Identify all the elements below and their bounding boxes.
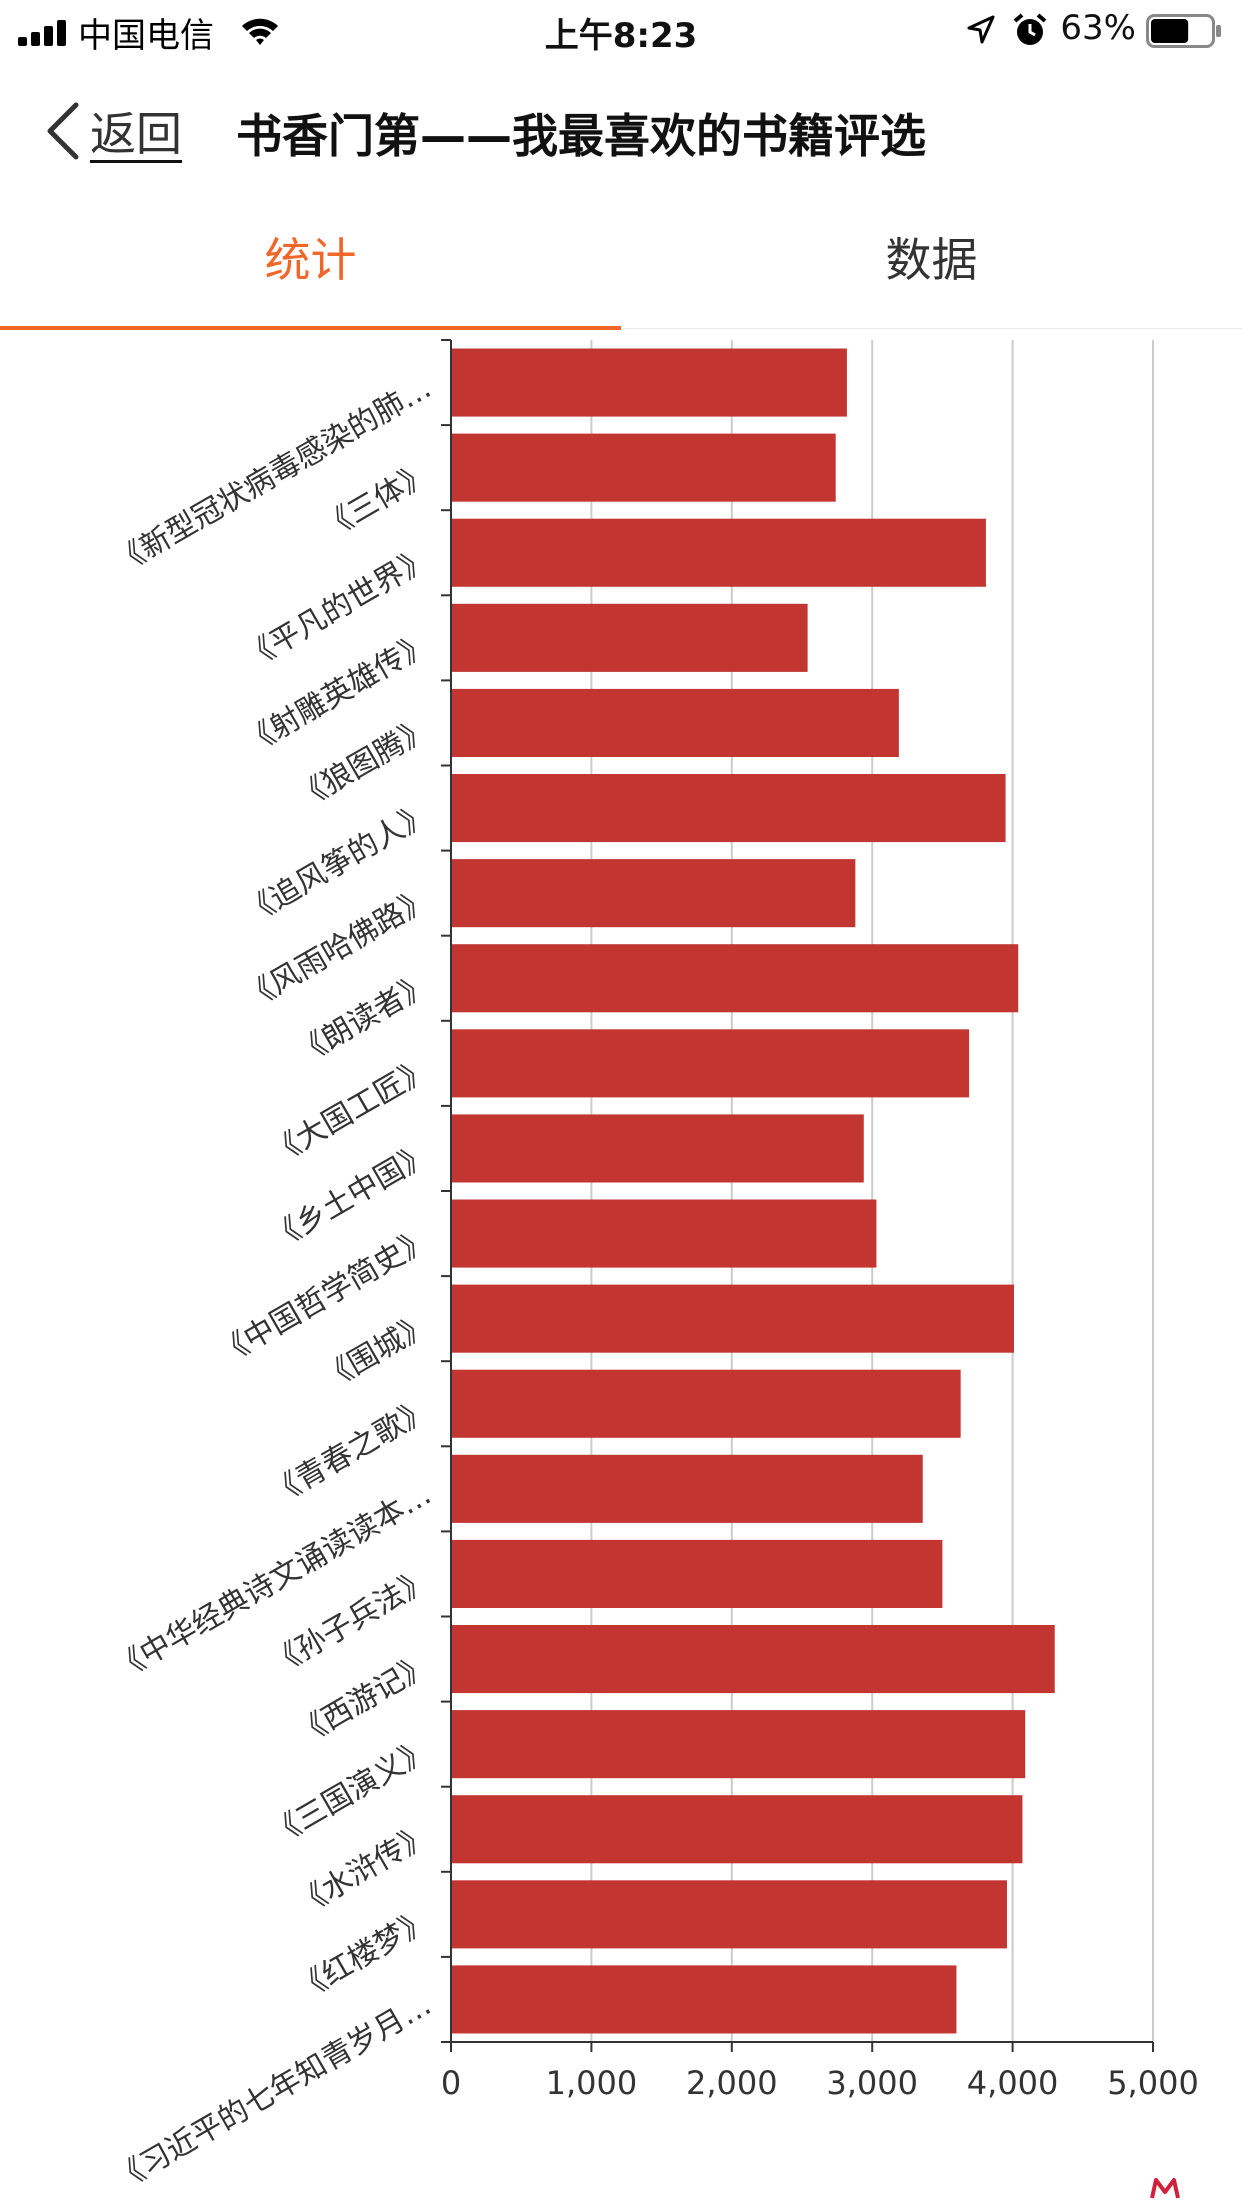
bar [451, 1710, 1026, 1779]
bar [451, 433, 836, 502]
x-tick-label: 5,000 [1107, 2064, 1199, 2102]
bar [451, 1965, 957, 2034]
bar [451, 1539, 943, 1608]
battery-percentage: 63% [1060, 8, 1136, 48]
signal-icon [18, 20, 68, 46]
tab-statistics[interactable]: 统计 [264, 233, 357, 287]
tab-data[interactable]: 数据 [885, 233, 978, 287]
bar [451, 1114, 864, 1183]
x-tick-label: 1,000 [546, 2064, 638, 2102]
category-label: 《围城》 [316, 1307, 437, 1397]
m-logo-icon [1150, 2178, 1180, 2199]
bar-chart: 0 1,000 2,000 3,000 4,000 5,000《新型冠状病毒感染的肺…《三… [108, 339, 1199, 2198]
status-bar: 中国电信 上午8:23 63% [0, 0, 1242, 60]
x-tick-label: 2,000 [686, 2064, 778, 2102]
status-time: 上午8:23 [544, 16, 698, 56]
bar [451, 774, 1006, 843]
x-tick-label: 3,000 [826, 2064, 918, 2102]
x-tick-label: 0 [441, 2064, 461, 2102]
bar [451, 1795, 1023, 1864]
active-tab-indicator [0, 326, 621, 330]
alarm-clock-icon [1013, 13, 1047, 45]
wifi-icon [242, 18, 278, 45]
x-tick-label: 4,000 [967, 2064, 1059, 2102]
back-label: 返回 [90, 107, 182, 161]
category-label: 《习近平的七年知青岁月… [108, 1987, 437, 2197]
page-title: 书香门第——我最喜欢的书籍评选 [236, 109, 926, 163]
bar [451, 603, 808, 672]
bar [451, 944, 1019, 1013]
bar [451, 348, 847, 417]
bar [451, 1625, 1055, 1694]
bar [451, 1369, 961, 1438]
bar [451, 688, 899, 757]
bar [451, 518, 986, 587]
back-button[interactable]: 返回 [44, 96, 182, 166]
bar [451, 1880, 1007, 1949]
tab-bar: 统计 数据 [0, 210, 1242, 330]
chevron-left-icon [47, 102, 79, 160]
location-arrow-icon [967, 15, 995, 44]
battery-icon [1146, 14, 1221, 48]
category-label: 《三体》 [316, 456, 437, 546]
carrier-name: 中国电信 [78, 16, 214, 56]
bar [451, 1029, 970, 1098]
bar [451, 1454, 923, 1523]
nav-bar: 返回 书香门第——我最喜欢的书籍评选 [0, 70, 1242, 190]
bar [451, 1199, 877, 1268]
bar [451, 1284, 1015, 1353]
bar [451, 859, 856, 928]
